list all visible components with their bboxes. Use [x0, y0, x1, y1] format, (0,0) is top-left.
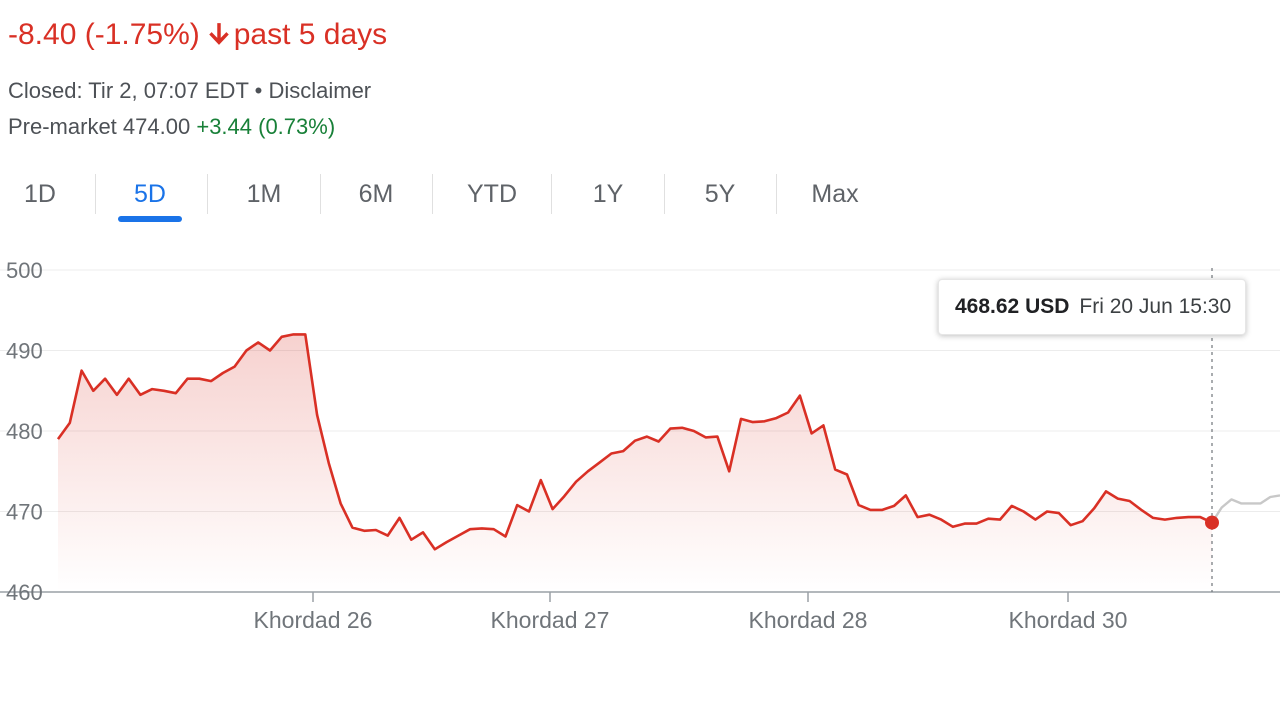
- premarket-line: [1210, 494, 1280, 524]
- price-change-value: -8.40 (-1.75%): [8, 18, 200, 51]
- tooltip-time: Fri 20 Jun 15:30: [1079, 295, 1232, 318]
- tab-divider: [551, 174, 552, 214]
- tab-6m[interactable]: 6M: [358, 180, 394, 208]
- y-tick-label: 470: [6, 500, 43, 525]
- tab-divider: [664, 174, 665, 214]
- y-tick-label: 490: [6, 339, 43, 364]
- price-tooltip: 468.62 USD Fri 20 Jun 15:30: [938, 279, 1247, 335]
- price-area: [58, 334, 1212, 592]
- price-chart[interactable]: 500 490 480 470 460 Khordad 26 Khordad 27 Khor…: [0, 240, 1280, 660]
- price-change-summary: -8.40 (-1.75%) past 5 days: [8, 18, 387, 52]
- tab-5d[interactable]: 5D: [118, 166, 182, 222]
- y-tick-label: 460: [6, 580, 43, 605]
- closed-status: Closed: Tir 2, 07:07 EDT: [8, 78, 249, 103]
- tab-divider: [320, 174, 321, 214]
- arrow-down-icon: [209, 23, 229, 45]
- tab-ytd[interactable]: YTD: [467, 180, 517, 208]
- tooltip-price: 468.62 USD: [955, 295, 1070, 318]
- x-tick-label: Khordad 26: [254, 607, 373, 633]
- x-tick-label: Khordad 27: [491, 607, 610, 633]
- x-tick-label: Khordad 28: [749, 607, 868, 633]
- tab-divider: [776, 174, 777, 214]
- premarket-label: Pre-market: [8, 114, 117, 139]
- premarket-row: Pre-market 474.00 +3.44 (0.73%): [8, 114, 335, 140]
- tab-divider: [207, 174, 208, 214]
- time-range-tabs: 1D 5D 1M 6M YTD 1Y 5Y Max: [0, 166, 900, 222]
- tab-divider: [432, 174, 433, 214]
- market-status: Closed: Tir 2, 07:07 EDT • Disclaimer: [8, 78, 371, 104]
- separator-dot: •: [254, 78, 263, 103]
- y-tick-label: 500: [6, 258, 43, 283]
- disclaimer-link[interactable]: Disclaimer: [268, 78, 372, 103]
- x-tick-label: Khordad 30: [1009, 607, 1128, 633]
- tab-max[interactable]: Max: [811, 180, 859, 208]
- premarket-price: 474.00: [122, 114, 191, 139]
- y-tick-label: 480: [6, 419, 43, 444]
- tab-divider: [95, 174, 96, 214]
- tab-1d[interactable]: 1D: [24, 180, 56, 208]
- hover-point: [1205, 515, 1219, 530]
- premarket-change: +3.44 (0.73%): [196, 114, 336, 139]
- active-tab-indicator: [118, 216, 182, 222]
- tab-1m[interactable]: 1M: [246, 180, 282, 208]
- tab-5y[interactable]: 5Y: [704, 180, 736, 208]
- tab-1y[interactable]: 1Y: [592, 180, 624, 208]
- change-period: past 5 days: [233, 18, 388, 51]
- price-line: [56, 333, 1213, 551]
